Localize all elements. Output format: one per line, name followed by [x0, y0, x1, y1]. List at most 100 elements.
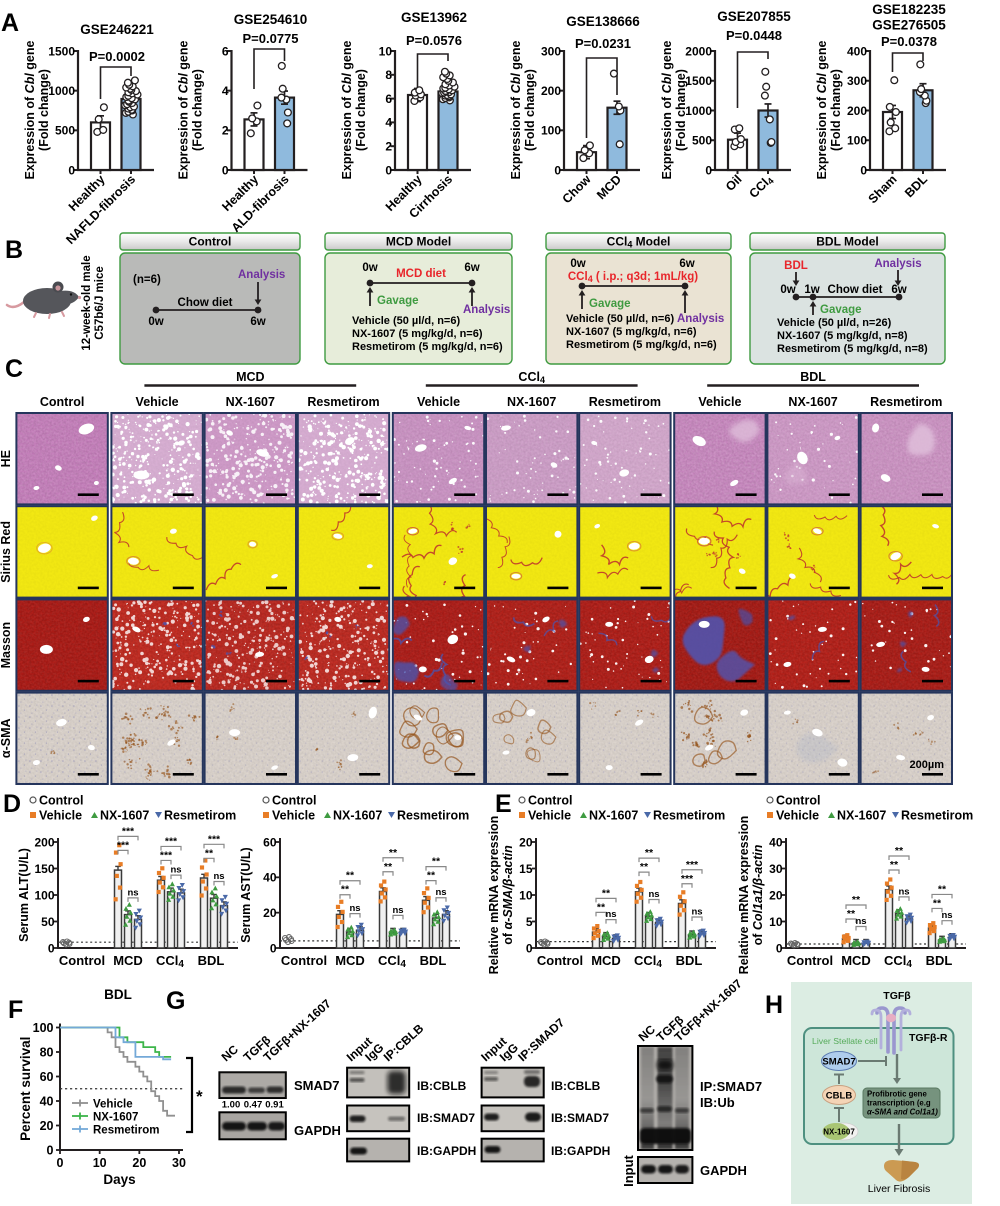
svg-text:**: **: [432, 856, 441, 868]
svg-text:4: 4: [222, 84, 229, 98]
svg-text:CCl4: CCl4: [634, 953, 662, 970]
svg-text:BDL: BDL: [676, 953, 703, 968]
svg-text:MCD diet: MCD diet: [396, 268, 446, 280]
svg-text:Resmetirom: Resmetirom: [589, 395, 661, 409]
svg-text:10: 10: [519, 888, 533, 902]
svg-text:GSE254610: GSE254610: [234, 12, 308, 27]
svg-text:1000: 1000: [685, 104, 712, 118]
svg-text:MCD: MCD: [594, 172, 624, 202]
svg-text:ns: ns: [435, 887, 446, 898]
svg-text:Gavage: Gavage: [820, 304, 862, 316]
svg-text:CCl4 Model: CCl4 Model: [607, 235, 671, 250]
svg-text:Control: Control: [776, 794, 820, 808]
svg-text:IB:CBLB: IB:CBLB: [417, 1079, 467, 1093]
svg-text:**: **: [341, 884, 350, 896]
svg-text:**: **: [389, 847, 398, 859]
svg-text:MCD: MCD: [591, 953, 621, 968]
svg-text:Expression of Cbl gene: Expression of Cbl gene: [177, 40, 191, 179]
svg-text:CCl4: CCl4: [518, 370, 545, 385]
svg-text:ns: ns: [170, 865, 181, 876]
svg-text:MCD: MCD: [113, 953, 143, 968]
svg-text:Gavage: Gavage: [377, 295, 419, 307]
svg-text:P=0.0775: P=0.0775: [242, 31, 298, 46]
svg-text:E: E: [495, 790, 512, 818]
svg-text:GAPDH: GAPDH: [294, 1123, 341, 1138]
svg-text:***: ***: [686, 859, 699, 871]
svg-text:15: 15: [519, 862, 533, 876]
svg-text:Masson: Masson: [0, 622, 13, 669]
svg-text:A: A: [1, 9, 19, 37]
svg-text:**: **: [205, 847, 214, 859]
svg-text:IP:SMAD7: IP:SMAD7: [515, 1015, 567, 1064]
svg-text:IP:SMAD7: IP:SMAD7: [700, 1079, 762, 1094]
svg-text:NX-1607: NX-1607: [837, 809, 886, 823]
svg-text:**: **: [933, 897, 942, 909]
svg-text:Vehicle: Vehicle: [776, 809, 819, 823]
svg-text:NX-1607: NX-1607: [100, 809, 149, 823]
svg-text:Sirius Red: Sirius Red: [0, 521, 13, 583]
svg-text:GSE138666: GSE138666: [566, 14, 640, 29]
svg-text:Resmetirom: Resmetirom: [397, 809, 469, 823]
svg-text:Chow diet: Chow diet: [828, 284, 883, 296]
svg-text:5: 5: [526, 915, 533, 929]
svg-text:(Fold change): (Fold change): [354, 69, 368, 151]
svg-text:6w: 6w: [250, 316, 265, 328]
svg-text:0w: 0w: [570, 258, 585, 270]
svg-text:**: **: [852, 894, 861, 906]
svg-text:α-SMA and Col1a1): α-SMA and Col1a1): [867, 1108, 938, 1117]
svg-text:80: 80: [40, 1046, 54, 1060]
svg-text:**: **: [938, 883, 947, 895]
svg-text:Days: Days: [103, 1172, 135, 1187]
svg-text:NX-1607: NX-1607: [507, 395, 556, 409]
svg-text:Control: Control: [787, 953, 833, 968]
svg-text:20: 20: [263, 906, 277, 920]
svg-text:NX-1607: NX-1607: [93, 1112, 138, 1124]
svg-text:300: 300: [541, 44, 561, 58]
svg-text:Sham: Sham: [866, 172, 900, 206]
svg-text:100: 100: [847, 134, 867, 148]
svg-text:2: 2: [385, 140, 392, 154]
svg-text:F: F: [8, 996, 23, 1024]
svg-text:Liver Stellate cell: Liver Stellate cell: [812, 1036, 878, 1046]
svg-text:Resmetirom (5 mg/kg/d, n=6): Resmetirom (5 mg/kg/d, n=6): [566, 339, 717, 351]
svg-text:GAPDH: GAPDH: [700, 1163, 747, 1178]
svg-text:CCl4 ( i.p.; q3d; 1mL/kg): CCl4 ( i.p.; q3d; 1mL/kg): [568, 271, 698, 284]
svg-text:**: **: [602, 887, 611, 899]
svg-text:SMAD7: SMAD7: [822, 1057, 855, 1068]
svg-text:***: ***: [117, 839, 130, 851]
svg-text:CBLB: CBLB: [826, 1091, 853, 1102]
svg-text:MCD: MCD: [335, 953, 365, 968]
svg-text:Analysis: Analysis: [874, 258, 921, 270]
svg-text:GSE182235: GSE182235: [872, 2, 946, 17]
svg-text:P=0.0002: P=0.0002: [89, 49, 145, 64]
svg-text:NX-1607: NX-1607: [589, 809, 638, 823]
svg-text:**: **: [597, 901, 606, 913]
svg-text:**: **: [384, 861, 393, 873]
svg-text:ns: ns: [855, 916, 866, 927]
svg-text:Control: Control: [40, 395, 84, 409]
svg-text:Control: Control: [189, 235, 232, 249]
svg-text:200: 200: [847, 104, 867, 118]
svg-text:ns: ns: [648, 889, 659, 900]
svg-text:10: 10: [769, 915, 783, 929]
svg-text:of α-SMA/β-actin: of α-SMA/β-actin: [501, 845, 515, 945]
svg-text:IB:SMAD7: IB:SMAD7: [551, 1111, 609, 1125]
svg-text:Vehicle (50 µl/d, n=6): Vehicle (50 µl/d, n=6): [352, 315, 460, 327]
svg-text:8: 8: [385, 68, 392, 82]
svg-text:0: 0: [554, 163, 561, 177]
svg-text:ns: ns: [898, 886, 909, 897]
svg-text:40: 40: [40, 1095, 54, 1109]
svg-text:BDL: BDL: [926, 953, 953, 968]
svg-text:NX-1607 (5 mg/kg/d, n=8): NX-1607 (5 mg/kg/d, n=8): [777, 330, 908, 342]
svg-text:Control: Control: [528, 794, 572, 808]
svg-text:P=0.0448: P=0.0448: [726, 28, 782, 43]
svg-text:**: **: [645, 847, 654, 859]
svg-text:***: ***: [122, 825, 135, 837]
svg-text:Resmetirom: Resmetirom: [653, 809, 725, 823]
svg-text:150: 150: [34, 862, 54, 876]
svg-text:0w: 0w: [148, 316, 163, 328]
svg-text:ns: ns: [691, 906, 702, 917]
svg-text:MCD: MCD: [236, 370, 264, 384]
svg-text:Oil: Oil: [723, 172, 745, 194]
svg-text:0.91: 0.91: [265, 1100, 284, 1111]
